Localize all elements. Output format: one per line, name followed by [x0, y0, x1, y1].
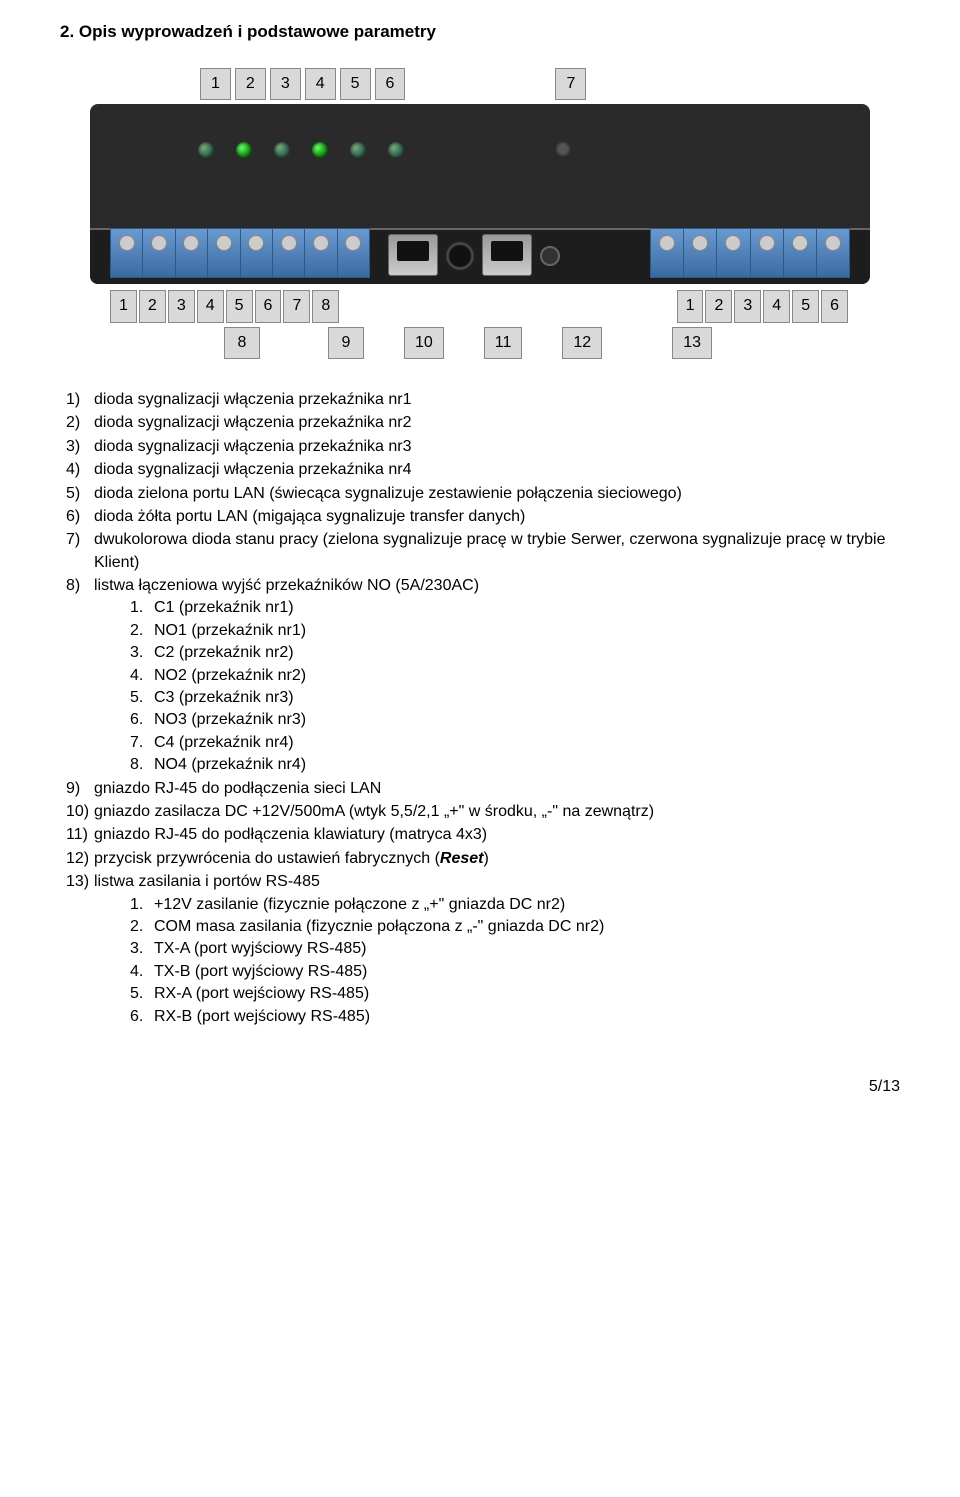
sub-list-item: COM masa zasilania (fizycznie połączona …: [130, 916, 900, 938]
led-icon: [312, 142, 328, 158]
terminal-block-right: [650, 228, 850, 278]
sub-list-item: TX-B (port wyjściowy RS-485): [130, 961, 900, 983]
dc-jack-icon: [446, 242, 474, 270]
list-item-text: listwa zasilania i portów RS-485: [94, 873, 320, 890]
pin-callout: 1: [110, 290, 137, 322]
list-item: dioda sygnalizacji włączenia przekaźnika…: [66, 412, 900, 434]
list-item: dioda sygnalizacji włączenia przekaźnika…: [66, 459, 900, 481]
page-number: 5/13: [60, 1076, 900, 1098]
callout-1: 1: [200, 68, 231, 100]
sub-list-item: RX-A (port wejściowy RS-485): [130, 983, 900, 1005]
sub-list-item: TX-A (port wyjściowy RS-485): [130, 938, 900, 960]
list-item: gniazdo RJ-45 do podłączenia sieci LAN: [66, 778, 900, 800]
rj45-keypad-icon: [482, 234, 532, 276]
callout-13: 13: [672, 327, 712, 359]
under-label-row: 1 2 3 4 5 6 7 8 1 2 3 4 5 6: [90, 290, 870, 322]
rj45-lan-icon: [388, 234, 438, 276]
list-item: gniazdo zasilacza DC +12V/500mA (wtyk 5,…: [66, 801, 900, 823]
status-led-hole: [556, 142, 570, 156]
pin-callout: 7: [283, 290, 310, 322]
led-icon: [274, 142, 290, 158]
pin-callout: 5: [226, 290, 253, 322]
list-item: gniazdo RJ-45 do podłączenia klawiatury …: [66, 824, 900, 846]
callout-7: 7: [555, 68, 586, 100]
pin-callout: 6: [821, 290, 848, 322]
list-item: dioda zielona portu LAN (świecąca sygnal…: [66, 483, 900, 505]
list-item: listwa zasilania i portów RS-485 +12V za…: [66, 871, 900, 1028]
pin-callout: 6: [255, 290, 282, 322]
sub-list-item: NO1 (przekaźnik nr1): [130, 620, 900, 642]
bottom-label-row: 8 9 10 11 12 13: [90, 327, 870, 359]
list-item-text: listwa łączeniowa wyjść przekaźników NO …: [94, 577, 479, 594]
sub-list-item: NO2 (przekaźnik nr2): [130, 665, 900, 687]
callout-11: 11: [484, 327, 523, 359]
sub-list-item: C4 (przekaźnik nr4): [130, 732, 900, 754]
list-item-text: ): [483, 850, 488, 867]
pin-callout: 3: [734, 290, 761, 322]
sub-list-item: C3 (przekaźnik nr3): [130, 687, 900, 709]
list-item: dioda sygnalizacji włączenia przekaźnika…: [66, 436, 900, 458]
list-item: dwukolorowa dioda stanu pracy (zielona s…: [66, 529, 900, 574]
callout-2: 2: [235, 68, 266, 100]
pin-callout: 5: [792, 290, 819, 322]
pin-callout: 4: [197, 290, 224, 322]
callout-10: 10: [404, 327, 444, 359]
pin-callout: 1: [677, 290, 704, 322]
device-photo: [90, 104, 870, 284]
led-icon: [350, 142, 366, 158]
center-ports: [388, 234, 560, 276]
pin-callout: 4: [763, 290, 790, 322]
reset-button-icon: [540, 246, 560, 266]
list-item: dioda żółta portu LAN (migająca sygnaliz…: [66, 506, 900, 528]
sub-list-item: +12V zasilanie (fizycznie połączone z „+…: [130, 894, 900, 916]
terminal-block-left: [110, 228, 370, 278]
callout-9: 9: [328, 327, 364, 359]
pin-callout: 3: [168, 290, 195, 322]
description-list: dioda sygnalizacji włączenia przekaźnika…: [60, 389, 900, 1028]
list-item: przycisk przywrócenia do ustawień fabryc…: [66, 848, 900, 870]
reset-label: Reset: [440, 850, 484, 867]
callout-6: 6: [375, 68, 406, 100]
device-diagram: 1 2 3 4 5 6 7: [90, 68, 870, 359]
list-item: dioda sygnalizacji włączenia przekaźnika…: [66, 389, 900, 411]
callout-5: 5: [340, 68, 371, 100]
pin-callout: 8: [312, 290, 339, 322]
callout-3: 3: [270, 68, 301, 100]
led-icon: [198, 142, 214, 158]
pin-callout: 2: [139, 290, 166, 322]
callout-8: 8: [224, 327, 260, 359]
sub-list-item: C2 (przekaźnik nr2): [130, 642, 900, 664]
top-label-row: 1 2 3 4 5 6 7: [90, 68, 870, 100]
sub-list-item: NO4 (przekaźnik nr4): [130, 754, 900, 776]
section-heading: 2. Opis wyprowadzeń i podstawowe paramet…: [60, 20, 900, 44]
callout-4: 4: [305, 68, 336, 100]
list-item: listwa łączeniowa wyjść przekaźników NO …: [66, 575, 900, 777]
list-item-text: przycisk przywrócenia do ustawień fabryc…: [94, 850, 440, 867]
led-icon: [236, 142, 252, 158]
callout-12: 12: [562, 327, 602, 359]
sub-list-item: NO3 (przekaźnik nr3): [130, 709, 900, 731]
sub-list-item: RX-B (port wejściowy RS-485): [130, 1006, 900, 1028]
sub-list-item: C1 (przekaźnik nr1): [130, 597, 900, 619]
pin-callout: 2: [705, 290, 732, 322]
led-icon: [388, 142, 404, 158]
